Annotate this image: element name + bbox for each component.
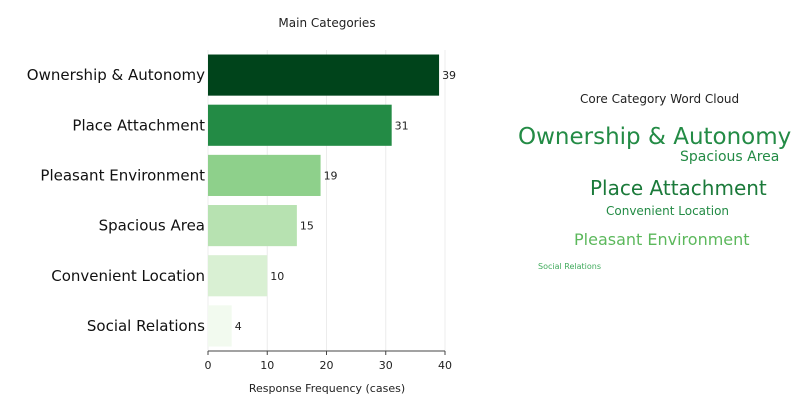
x-tick-label: 20 [320,359,334,372]
category-label: Place Attachment [72,116,205,134]
bar-value-label: 15 [300,220,314,233]
bar-chart: Main Categories 39 Ownership & Autonomy 31… [27,16,456,395]
grid-lines [207,50,446,351]
word-cloud-word: Convenient Location [606,204,730,218]
word-cloud-title: Core Category Word Cloud [580,92,740,106]
bar [208,154,321,196]
word-cloud-word: Pleasant Environment [574,230,750,249]
bar-value-label: 4 [235,320,242,333]
category-label: Ownership & Autonomy [27,66,205,84]
x-tick-label: 30 [379,359,393,372]
bar-value-label: 39 [442,69,456,82]
word-cloud-word: Spacious Area [680,149,780,165]
bar [208,104,392,146]
bar-value-label: 31 [395,119,409,132]
word-cloud-word: Social Relations [538,262,601,271]
category-label: Convenient Location [51,267,205,285]
x-tick-label: 40 [438,359,452,372]
bars: 39 Ownership & Autonomy 31 Place Attachment… [27,54,456,347]
category-label: Spacious Area [99,217,205,235]
bar [208,305,232,347]
category-label: Pleasant Environment [40,166,205,184]
x-axis-ticks: 0 10 20 30 40 [205,351,452,372]
bar [208,205,297,247]
word-cloud-word: Ownership & Autonomy [518,124,792,150]
x-tick-label: 0 [205,359,212,372]
x-tick-label: 10 [260,359,274,372]
bar-value-label: 19 [324,169,338,182]
chart-title: Main Categories [278,16,375,30]
x-axis-label: Response Frequency (cases) [249,382,405,395]
word-cloud-word: Place Attachment [590,176,767,200]
category-label: Social Relations [87,317,205,335]
bar [208,255,268,297]
bar [208,54,440,96]
word-cloud: Core Category Word Cloud Ownership & Aut… [500,80,800,300]
bar-value-label: 10 [270,270,284,283]
